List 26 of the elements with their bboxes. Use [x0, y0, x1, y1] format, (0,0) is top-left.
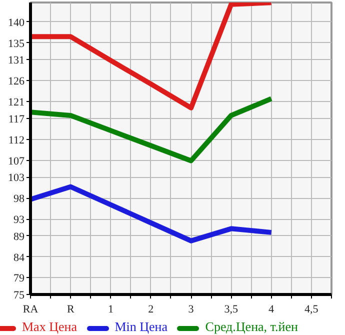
y-tick-label: 135 — [8, 38, 25, 50]
x-tick-label: 3 — [188, 304, 194, 316]
y-tick-label: 131 — [8, 54, 24, 67]
y-tick-label: 84 — [14, 252, 25, 264]
x-tick-label: 4 — [268, 304, 275, 316]
x-tick-label: R — [66, 304, 75, 316]
y-tick-label: 103 — [8, 172, 25, 184]
x-tick-label: RA — [22, 304, 38, 316]
y-tick-label: 107 — [8, 155, 25, 168]
y-tick-label: 112 — [8, 134, 24, 146]
y-tick-label: 140 — [8, 16, 25, 29]
legend-label: Сред.Цена, т.йен — [205, 319, 298, 334]
y-tick-label: 117 — [8, 113, 25, 126]
legend-label: Min Цена — [114, 319, 168, 334]
y-tick-label: 75 — [14, 290, 25, 302]
y-tick-label: 93 — [14, 214, 25, 226]
x-tick-label: 2 — [148, 304, 154, 316]
x-tick-label: 3,5 — [224, 304, 239, 316]
x-tick-label: 4,5 — [304, 304, 319, 316]
y-tick-label: 89 — [14, 230, 25, 243]
y-tick-label: 79 — [14, 272, 25, 285]
y-tick-label: 126 — [8, 76, 25, 88]
y-tick-label: 121 — [8, 96, 24, 109]
legend-label: Max Цена — [22, 319, 77, 334]
x-tick-label: 1 — [108, 304, 114, 316]
y-tick-label: 98 — [14, 193, 25, 206]
